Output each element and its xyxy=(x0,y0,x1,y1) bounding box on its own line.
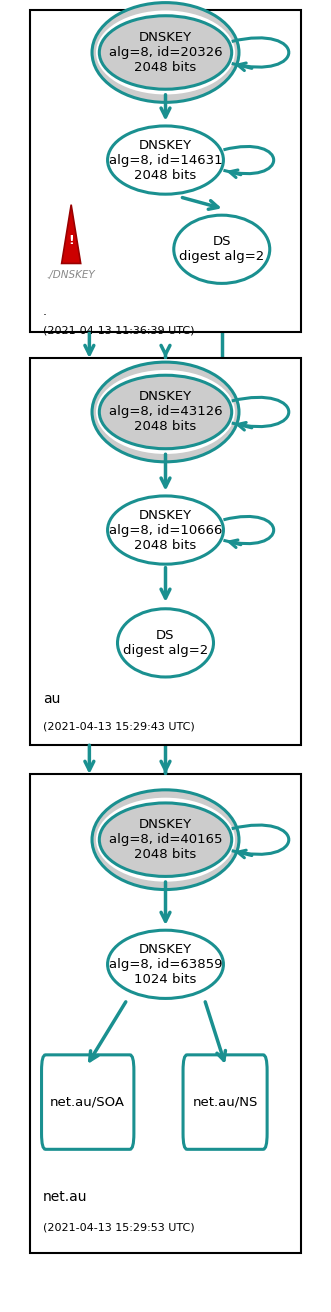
Ellipse shape xyxy=(96,798,235,882)
Ellipse shape xyxy=(108,126,223,194)
Polygon shape xyxy=(62,205,81,264)
Text: DS
digest alg=2: DS digest alg=2 xyxy=(179,235,264,264)
Ellipse shape xyxy=(118,609,213,677)
Text: net.au/NS: net.au/NS xyxy=(192,1096,258,1109)
Ellipse shape xyxy=(96,10,235,94)
FancyBboxPatch shape xyxy=(41,1055,134,1149)
Text: au: au xyxy=(43,691,60,706)
Ellipse shape xyxy=(108,930,223,998)
Ellipse shape xyxy=(99,803,232,876)
Ellipse shape xyxy=(99,375,232,449)
Bar xyxy=(30,10,301,332)
Ellipse shape xyxy=(92,3,239,102)
Ellipse shape xyxy=(96,370,235,454)
Text: .: . xyxy=(43,304,47,318)
Text: DNSKEY
alg=8, id=63859
1024 bits: DNSKEY alg=8, id=63859 1024 bits xyxy=(109,943,222,985)
Text: net.au: net.au xyxy=(43,1190,87,1204)
Ellipse shape xyxy=(99,16,232,89)
Text: net.au/SOA: net.au/SOA xyxy=(50,1096,125,1109)
Text: (2021-04-13 11:36:39 UTC): (2021-04-13 11:36:39 UTC) xyxy=(43,325,195,336)
Text: DNSKEY
alg=8, id=43126
2048 bits: DNSKEY alg=8, id=43126 2048 bits xyxy=(109,391,222,433)
Text: ./DNSKEY: ./DNSKEY xyxy=(47,270,96,279)
Bar xyxy=(30,774,301,1253)
Ellipse shape xyxy=(92,362,239,462)
Text: DNSKEY
alg=8, id=10666
2048 bits: DNSKEY alg=8, id=10666 2048 bits xyxy=(109,509,222,551)
Text: DNSKEY
alg=8, id=40165
2048 bits: DNSKEY alg=8, id=40165 2048 bits xyxy=(109,819,222,861)
Text: DNSKEY
alg=8, id=20326
2048 bits: DNSKEY alg=8, id=20326 2048 bits xyxy=(109,31,222,73)
Bar xyxy=(30,358,301,745)
Text: (2021-04-13 15:29:43 UTC): (2021-04-13 15:29:43 UTC) xyxy=(43,722,195,732)
Ellipse shape xyxy=(92,790,239,890)
Ellipse shape xyxy=(174,215,270,283)
Text: (2021-04-13 15:29:53 UTC): (2021-04-13 15:29:53 UTC) xyxy=(43,1223,195,1233)
Text: !: ! xyxy=(68,234,74,247)
FancyBboxPatch shape xyxy=(183,1055,267,1149)
Ellipse shape xyxy=(108,496,223,564)
Text: DNSKEY
alg=8, id=14631
2048 bits: DNSKEY alg=8, id=14631 2048 bits xyxy=(109,139,222,181)
Text: DS
digest alg=2: DS digest alg=2 xyxy=(123,628,208,657)
